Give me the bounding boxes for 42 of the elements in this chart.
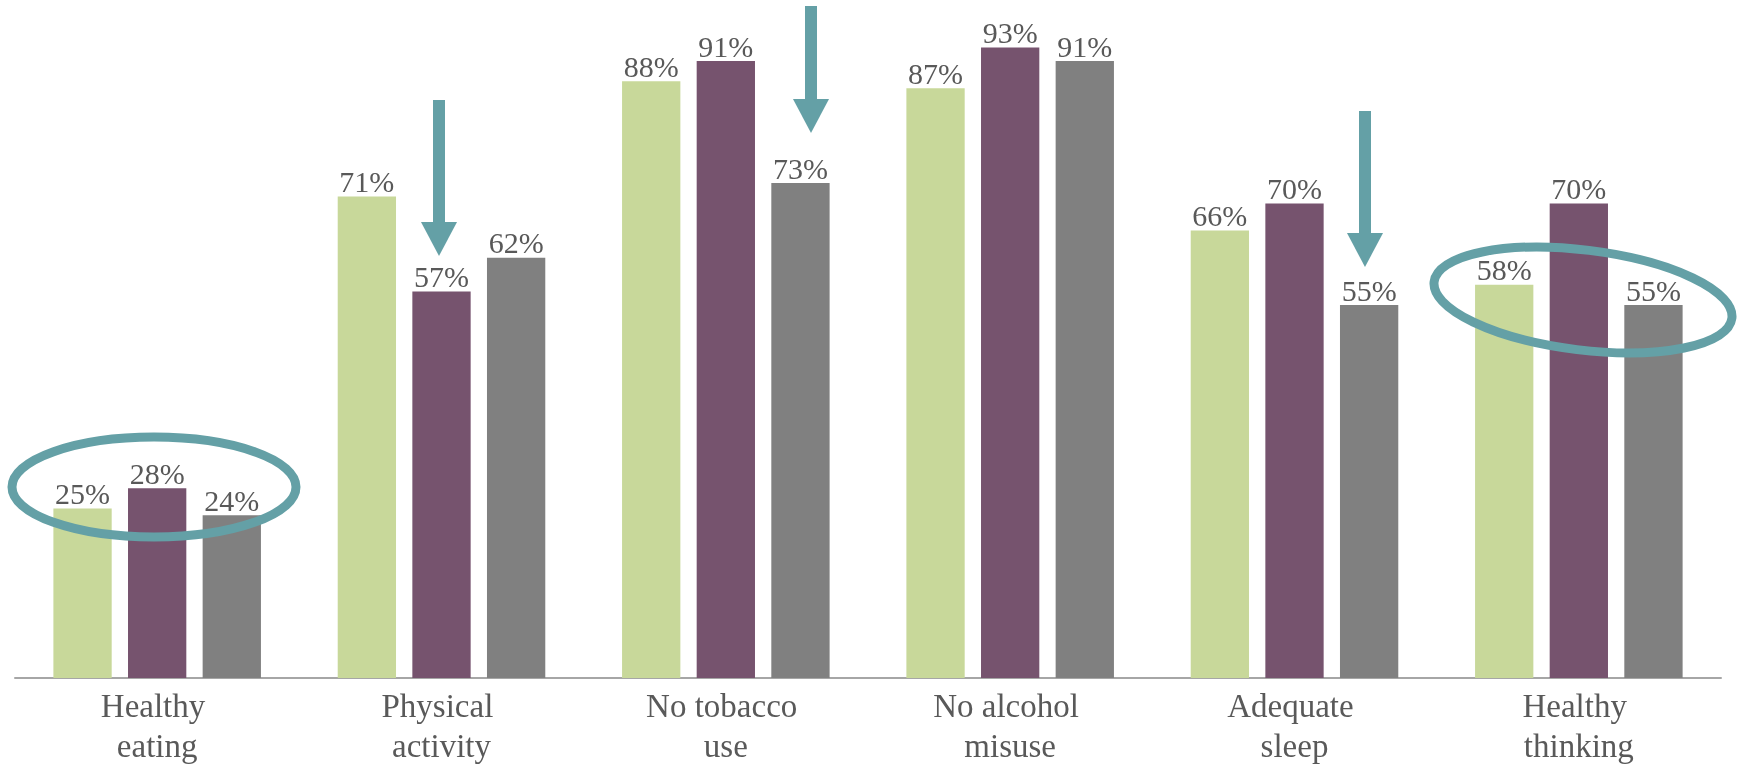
data-label: 55%	[1341, 273, 1397, 307]
x-tick-label: Healthy thinking	[1522, 688, 1636, 764]
bar	[981, 47, 1040, 678]
data-label: 93%	[982, 15, 1038, 49]
data-label: 87%	[908, 56, 964, 90]
x-tick-label: No alcohol misuse	[933, 688, 1088, 764]
bar	[1549, 203, 1608, 678]
bar	[696, 61, 755, 678]
bar	[1055, 61, 1114, 678]
data-label: 25%	[55, 477, 111, 510]
bar	[1475, 284, 1534, 678]
data-label: 88%	[623, 49, 679, 83]
data-label: 91%	[1057, 29, 1113, 63]
bar	[1624, 305, 1683, 678]
x-tick-label: Adequate sleep	[1227, 688, 1362, 764]
data-label: 70%	[1551, 171, 1607, 205]
bar	[53, 508, 112, 678]
bar	[128, 488, 187, 678]
data-label: 91%	[698, 29, 754, 63]
bar	[337, 196, 397, 678]
bar	[622, 81, 681, 678]
bar	[1339, 305, 1399, 678]
x-tick-label: Healthy eating	[100, 688, 214, 764]
data-label: 73%	[772, 151, 828, 185]
x-tick-label: No tobacco use	[646, 688, 806, 764]
data-label: 55%	[1625, 273, 1681, 307]
x-tick-label: Physical activity	[381, 688, 502, 764]
data-label: 57%	[414, 260, 469, 294]
bar	[202, 515, 261, 678]
bar	[771, 183, 830, 678]
data-label: 28%	[129, 456, 185, 490]
data-label: 70%	[1267, 171, 1322, 205]
bar	[1190, 230, 1250, 678]
data-label: 58%	[1476, 253, 1532, 287]
data-label: 71%	[339, 165, 395, 199]
data-label: 62%	[488, 226, 544, 260]
bar	[1265, 203, 1324, 678]
bar	[412, 291, 471, 678]
data-label: 24%	[204, 483, 260, 517]
data-label: 66%	[1192, 199, 1248, 233]
bar	[486, 257, 546, 678]
bar	[906, 88, 965, 678]
